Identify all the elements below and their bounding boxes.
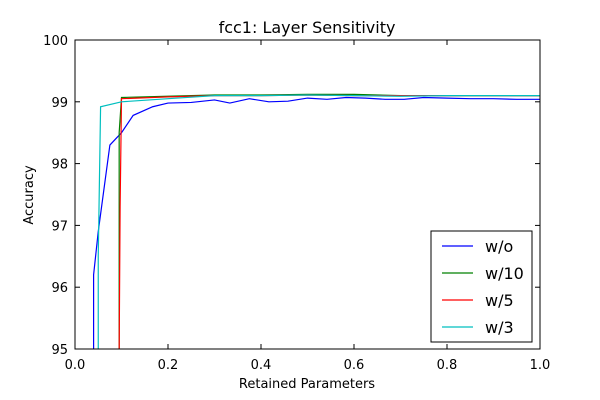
y-tick-label: 95	[51, 343, 68, 358]
x-tick-label: 0.4	[251, 358, 272, 373]
ticks-layer: 0.0 0.2 0.4 0.6 0.8 1.0 95 96 97 98 99 100	[43, 34, 550, 373]
x-tick-label: 0.0	[65, 358, 86, 373]
legend-label-2: w/10	[485, 264, 524, 283]
legend-box	[430, 230, 533, 343]
x-tick-label: 0.8	[437, 358, 458, 373]
x-tick-label: 0.6	[344, 358, 365, 373]
series-layer	[92, 93, 540, 349]
legend-label-4: w/3	[485, 318, 514, 337]
legend-label-1: w/o	[485, 237, 513, 256]
chart-title: fcc1: Layer Sensitivity	[219, 18, 396, 37]
x-tick-label: 1.0	[530, 358, 551, 373]
y-tick-label: 99	[51, 96, 68, 111]
plot-area-frame	[74, 39, 541, 350]
y-tick-label: 97	[51, 219, 68, 234]
x-tick-label: 0.2	[158, 358, 179, 373]
legend: w/o w/10 w/5 w/3	[430, 230, 533, 343]
series-line-4	[97, 94, 540, 349]
series-line-1	[92, 96, 540, 349]
y-axis-label: Accuracy	[22, 165, 37, 225]
y-tick-label: 98	[51, 158, 68, 173]
y-tick-label: 96	[51, 281, 68, 296]
x-axis-label: Retained Parameters	[239, 377, 375, 392]
legend-label-3: w/5	[485, 291, 514, 310]
y-tick-label: 100	[43, 34, 68, 49]
